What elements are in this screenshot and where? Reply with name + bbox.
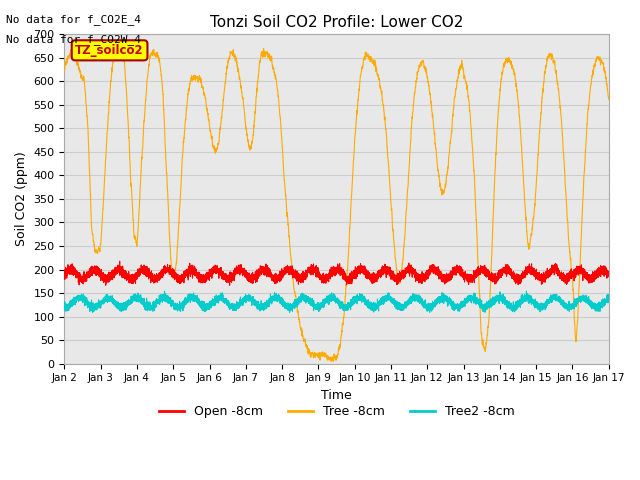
Tree -8cm [318,353,326,359]
Y-axis label: Soil CO2 (ppm): Soil CO2 (ppm) [15,152,28,246]
Tree -8cm [605,97,612,103]
Tree2 -8cm [318,302,326,308]
Title: Tonzi Soil CO2 Profile: Lower CO2: Tonzi Soil CO2 Profile: Lower CO2 [210,15,463,30]
Line: Tree -8cm: Tree -8cm [65,46,609,361]
Tree -8cm [61,68,68,74]
Legend: Open -8cm, Tree -8cm, Tree2 -8cm: Open -8cm, Tree -8cm, Tree2 -8cm [154,400,520,423]
Tree2 -8cm [285,310,293,315]
Line: Open -8cm: Open -8cm [65,261,609,285]
Tree -8cm [575,280,583,286]
Tree -8cm [582,139,590,144]
Open -8cm [575,265,583,271]
Tree2 -8cm [582,292,590,298]
Line: Tree2 -8cm: Tree2 -8cm [65,291,609,312]
Open -8cm [116,258,124,264]
Text: No data for f_CO2W_4: No data for f_CO2W_4 [6,34,141,45]
Tree2 -8cm [61,306,68,312]
Tree2 -8cm [474,300,482,306]
Tree2 -8cm [161,288,168,294]
Open -8cm [605,272,612,277]
Tree -8cm [328,359,335,364]
Text: TZ_soilco2: TZ_soilco2 [76,44,144,57]
Tree -8cm [474,258,482,264]
Tree -8cm [246,145,253,151]
Open -8cm [474,273,482,278]
Tree2 -8cm [246,296,253,301]
Tree2 -8cm [605,298,612,303]
Open -8cm [246,276,253,282]
Open -8cm [459,268,467,274]
Tree2 -8cm [575,295,583,301]
Tree -8cm [459,62,467,68]
Open -8cm [318,278,326,284]
Open -8cm [61,274,68,280]
X-axis label: Time: Time [321,389,352,402]
Tree2 -8cm [459,301,467,307]
Open -8cm [102,282,109,288]
Open -8cm [582,273,590,278]
Text: No data for f_CO2E_4: No data for f_CO2E_4 [6,14,141,25]
Tree -8cm [114,43,122,48]
